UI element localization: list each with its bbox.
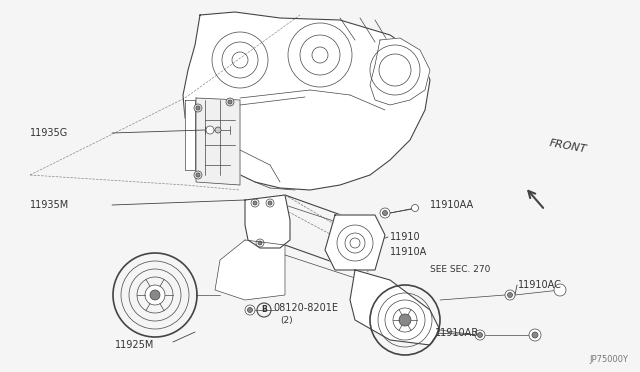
Circle shape — [194, 171, 202, 179]
Polygon shape — [196, 98, 240, 185]
Circle shape — [228, 100, 232, 104]
Circle shape — [383, 211, 387, 215]
Text: 11910: 11910 — [390, 232, 420, 242]
Circle shape — [248, 308, 253, 312]
Circle shape — [245, 305, 255, 315]
Text: B: B — [261, 305, 267, 314]
Circle shape — [196, 106, 200, 110]
Text: 11925M: 11925M — [115, 340, 154, 350]
Text: 11910AB: 11910AB — [435, 328, 479, 338]
Circle shape — [256, 239, 264, 247]
Circle shape — [508, 292, 513, 298]
Circle shape — [206, 126, 214, 134]
Circle shape — [268, 201, 272, 205]
Text: SEE SEC. 270: SEE SEC. 270 — [430, 266, 490, 275]
Polygon shape — [350, 270, 440, 345]
Polygon shape — [215, 240, 285, 300]
Text: FRONT: FRONT — [548, 138, 587, 155]
Polygon shape — [325, 215, 385, 270]
Text: 11935G: 11935G — [30, 128, 68, 138]
Circle shape — [266, 199, 274, 207]
Circle shape — [251, 199, 259, 207]
Circle shape — [393, 308, 417, 332]
Circle shape — [215, 127, 221, 133]
Circle shape — [226, 98, 234, 106]
Circle shape — [477, 333, 483, 337]
Text: JP75000Y: JP75000Y — [589, 355, 628, 364]
Circle shape — [253, 201, 257, 205]
Polygon shape — [370, 38, 430, 105]
Circle shape — [532, 332, 538, 338]
Circle shape — [145, 285, 165, 305]
Circle shape — [554, 284, 566, 296]
Circle shape — [399, 314, 411, 326]
Text: 11910AC: 11910AC — [518, 280, 562, 290]
Text: 11910A: 11910A — [390, 247, 428, 257]
Circle shape — [380, 208, 390, 218]
Polygon shape — [245, 195, 290, 248]
Circle shape — [194, 104, 202, 112]
Circle shape — [150, 290, 160, 300]
Circle shape — [529, 329, 541, 341]
Text: (2): (2) — [280, 315, 292, 324]
Text: 08120-8201E: 08120-8201E — [273, 303, 338, 313]
Circle shape — [412, 205, 419, 212]
Polygon shape — [185, 100, 195, 170]
Polygon shape — [183, 12, 430, 190]
Circle shape — [196, 173, 200, 177]
Text: 11910AA: 11910AA — [430, 200, 474, 210]
Text: 11935M: 11935M — [30, 200, 69, 210]
Circle shape — [350, 238, 360, 248]
Circle shape — [475, 330, 485, 340]
Circle shape — [258, 241, 262, 245]
Circle shape — [505, 290, 515, 300]
